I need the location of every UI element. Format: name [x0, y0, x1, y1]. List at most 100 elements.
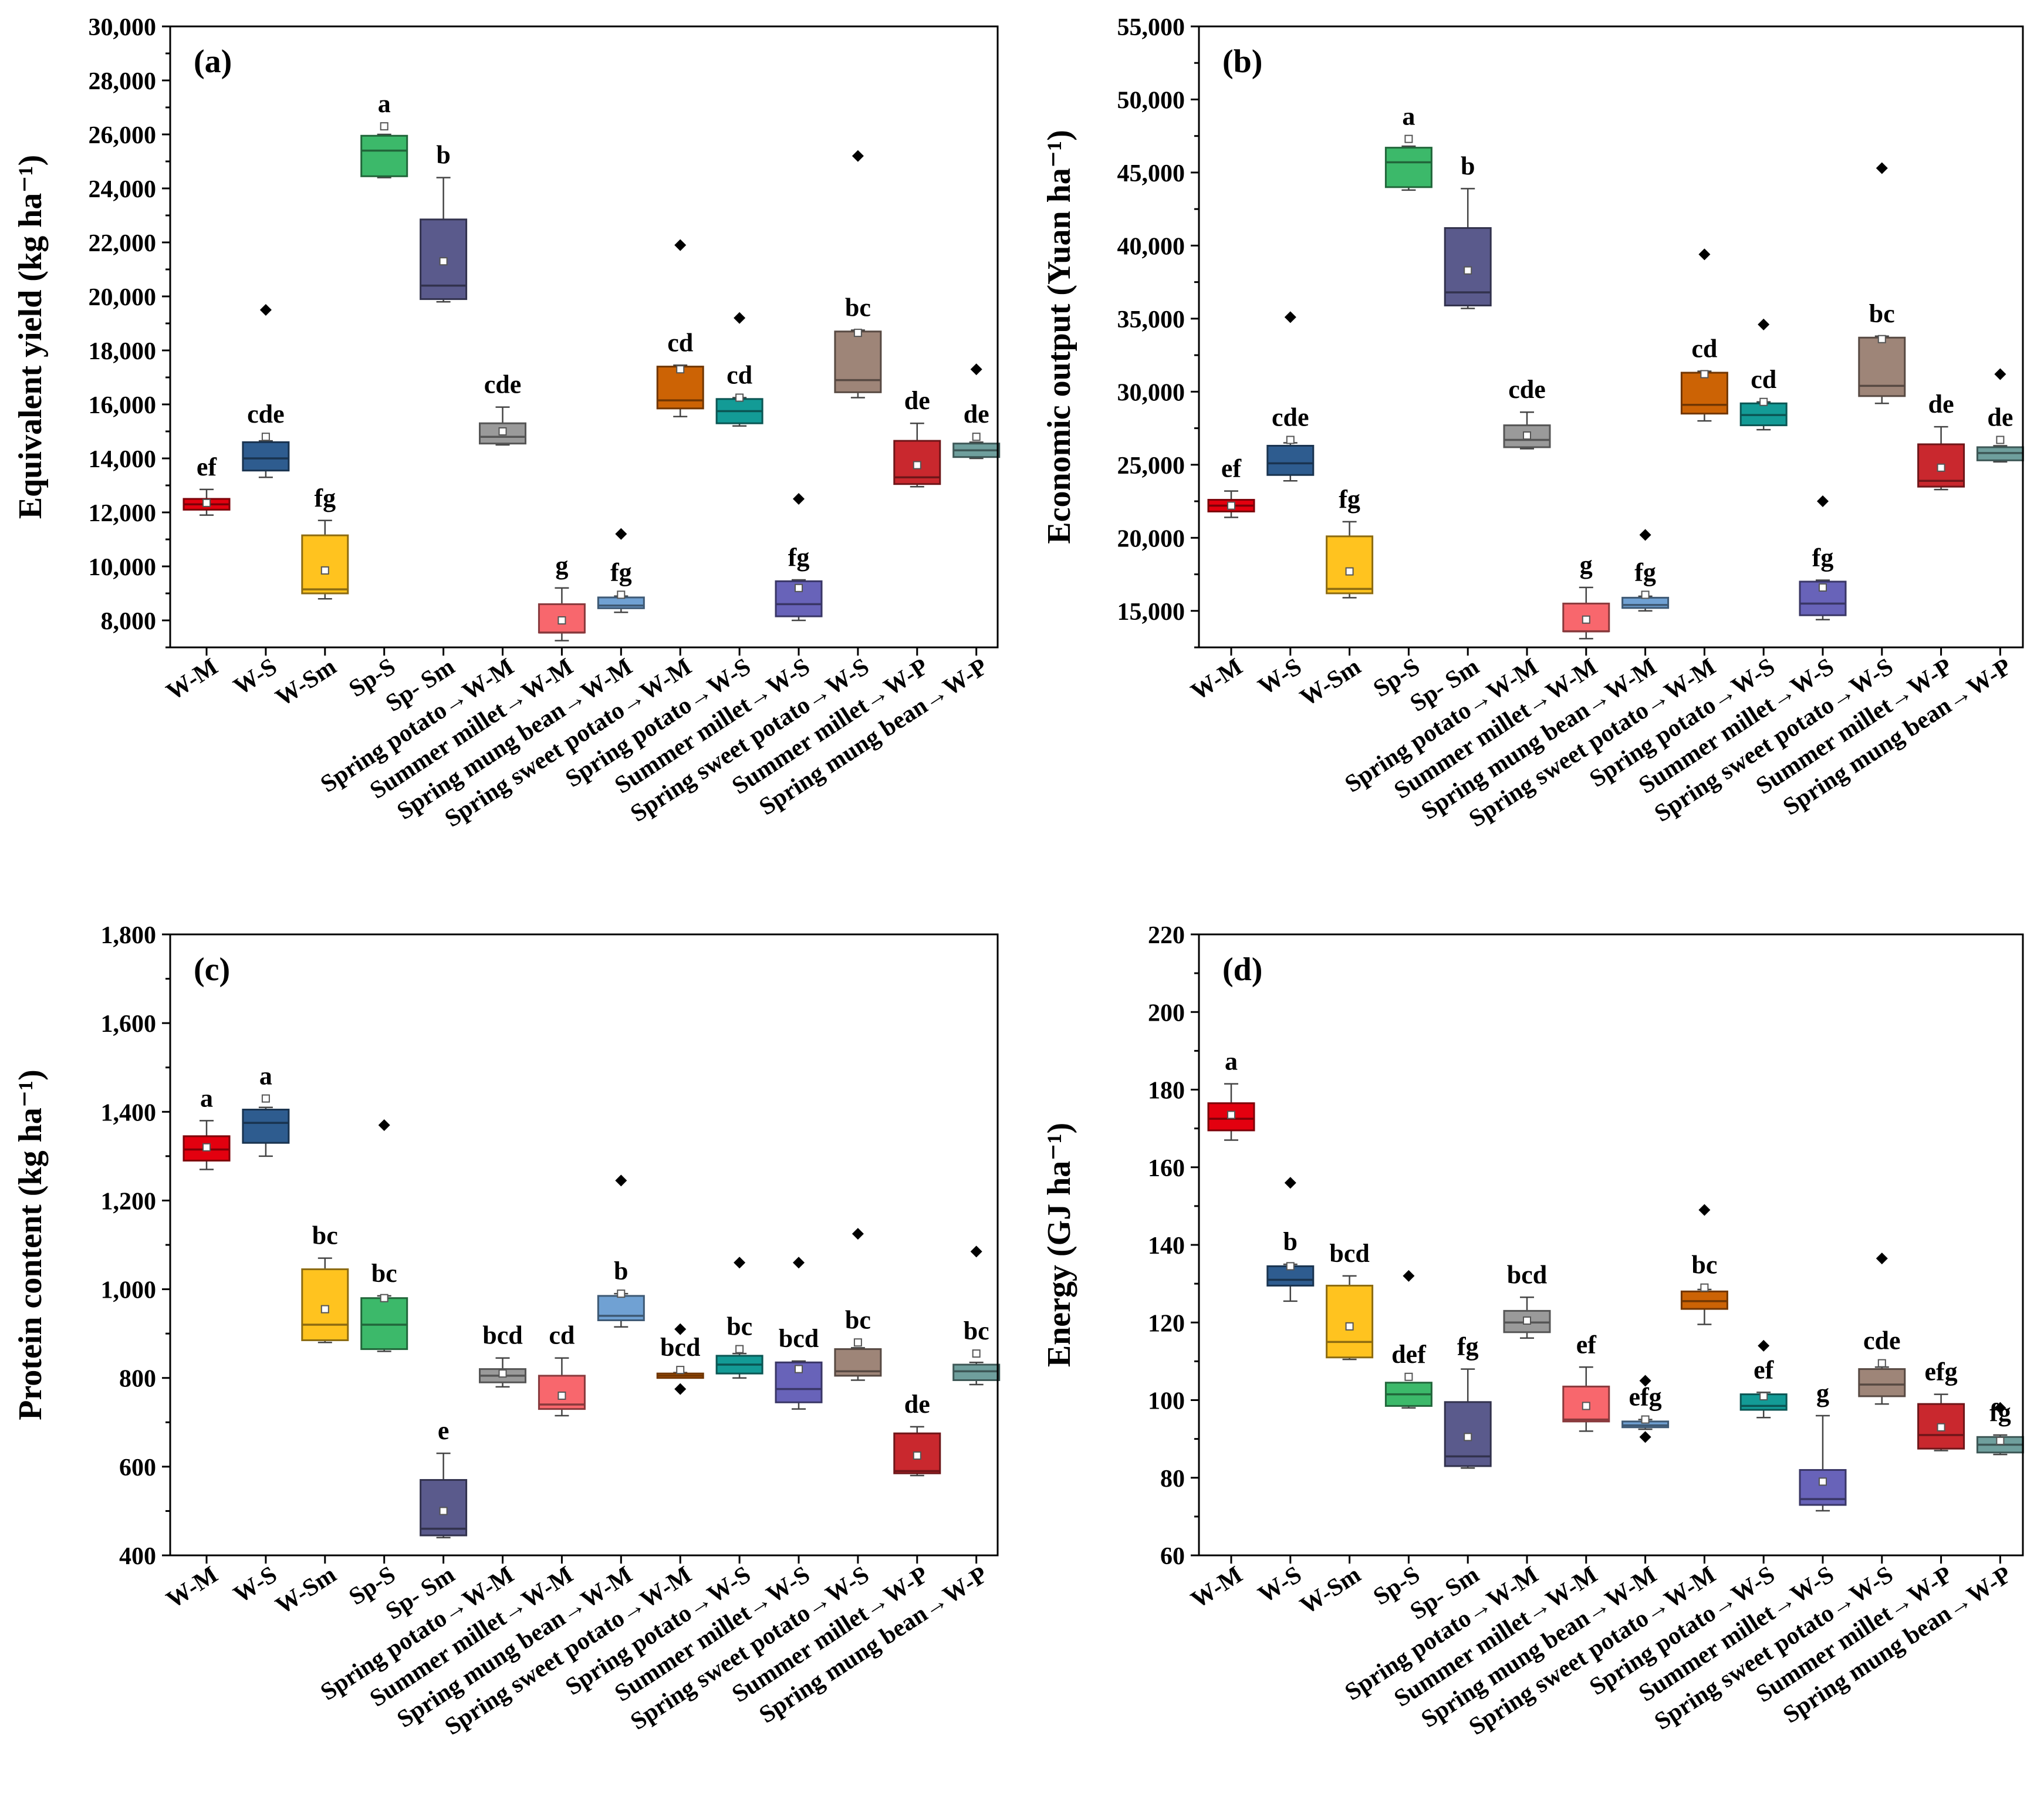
significance-letter: bc — [845, 293, 871, 322]
box-plot: fg — [1326, 485, 1374, 599]
box-plot: a — [183, 1083, 231, 1170]
mean-marker — [1345, 567, 1354, 576]
box-iqr — [242, 441, 290, 472]
outlier-point — [1284, 1177, 1296, 1189]
mean-marker — [1523, 431, 1531, 440]
box-plot: fg — [597, 528, 645, 613]
outlier-point — [734, 312, 746, 324]
x-category-label: W-Sm — [271, 1561, 342, 1620]
mean-marker — [617, 1289, 626, 1298]
box-plot: fg — [301, 484, 349, 600]
significance-letter: cde — [1508, 375, 1546, 404]
outlier-point — [378, 1119, 390, 1131]
mean-marker — [913, 461, 921, 470]
outlier-point — [1639, 1375, 1651, 1387]
significance-letter: e — [438, 1416, 450, 1445]
significance-letter: bc — [845, 1305, 871, 1334]
outlier-point — [1698, 248, 1711, 261]
significance-letter: cde — [1863, 1326, 1901, 1355]
y-tick-label: 400 — [119, 1543, 156, 1570]
mean-marker — [202, 498, 211, 507]
y-tick-label: 35,000 — [1117, 306, 1185, 333]
box-plot: de — [952, 363, 1001, 460]
significance-letter: fg — [314, 484, 336, 512]
box-plot: de — [893, 1390, 941, 1477]
mean-marker — [1582, 615, 1590, 624]
significance-letter: de — [1987, 403, 2013, 432]
box-plot: bc — [952, 1245, 1001, 1386]
plot-frame — [169, 933, 999, 1557]
y-tick-label: 140 — [1148, 1233, 1185, 1260]
mean-marker — [1700, 1283, 1709, 1292]
significance-letter: fg — [1634, 558, 1656, 586]
y-tick-label: 22,000 — [89, 230, 157, 257]
x-category-label: W-M — [1186, 1561, 1247, 1614]
box-plot: de — [893, 386, 941, 488]
mean-marker — [1700, 370, 1709, 379]
mean-marker — [261, 1094, 270, 1103]
box-iqr — [1858, 1368, 1906, 1397]
box-iqr — [360, 134, 408, 177]
significance-letter: cd — [667, 328, 693, 357]
box-plot: bcd — [656, 1323, 704, 1395]
significance-letter: g — [555, 551, 568, 580]
panel-label: (a) — [194, 43, 232, 80]
mean-marker — [1345, 1322, 1354, 1331]
significance-letter: fg — [1339, 485, 1360, 514]
mean-marker — [1523, 1316, 1531, 1325]
box-iqr — [952, 1363, 1001, 1381]
box-plot: bcd — [1503, 1260, 1551, 1339]
significance-letter: a — [1225, 1047, 1238, 1076]
plot-frame — [169, 25, 999, 649]
outlier-point — [793, 1257, 805, 1269]
mean-marker — [1464, 1433, 1472, 1441]
box-plot: bc — [301, 1221, 349, 1343]
box-plot: e — [420, 1416, 468, 1539]
box-plot: bc — [360, 1119, 408, 1352]
y-tick-label: 1,800 — [101, 922, 157, 949]
mean-marker — [735, 393, 744, 402]
outlier-point — [674, 1323, 687, 1335]
mean-marker — [202, 1143, 211, 1152]
y-tick-label: 26,000 — [89, 122, 157, 149]
significance-letter: b — [1461, 151, 1475, 180]
box-iqr — [1799, 580, 1847, 616]
box-plot: fg — [775, 493, 823, 622]
mean-marker — [913, 1451, 921, 1460]
box-plot: cde — [1266, 311, 1315, 482]
box-plot: cd — [715, 312, 763, 427]
mean-marker — [972, 433, 981, 441]
y-tick-label: 200 — [1148, 1000, 1185, 1027]
significance-letter: a — [378, 89, 391, 118]
x-category-label: W-M — [161, 1561, 222, 1614]
outlier-point — [1994, 368, 2006, 380]
mean-marker — [439, 1507, 448, 1515]
mean-marker — [1404, 134, 1413, 143]
significance-letter: cd — [1691, 335, 1717, 363]
box-plot: bcd — [775, 1257, 823, 1410]
outlier-point — [1994, 1402, 2006, 1414]
y-tick-label: 12,000 — [89, 500, 157, 527]
significance-letter: g — [1580, 551, 1593, 579]
box-plot: a — [1384, 102, 1433, 191]
x-category-label: W-Sm — [1295, 653, 1366, 712]
box-iqr — [242, 1109, 290, 1144]
mean-marker — [558, 616, 566, 624]
chart-panel: 15,000 20,000 25,000 30,000 35,000 40,000 45,0… — [1041, 14, 2024, 833]
outlier-point — [1639, 1431, 1651, 1443]
significance-letter: efg — [1925, 1358, 1958, 1386]
mean-marker — [972, 1349, 981, 1358]
significance-letter: cde — [247, 400, 285, 428]
mean-marker — [1641, 1415, 1650, 1424]
significance-letter: fg — [1812, 543, 1834, 572]
y-tick-label: 16,000 — [89, 392, 157, 419]
mean-marker — [320, 566, 329, 575]
outlier-point — [1817, 495, 1829, 508]
mean-marker — [261, 433, 270, 441]
box-iqr — [1621, 596, 1670, 609]
mean-marker — [676, 1366, 685, 1375]
significance-letter: g — [1816, 1379, 1829, 1407]
outlier-point — [615, 528, 627, 540]
mean-marker — [676, 365, 685, 374]
significance-letter: bc — [1869, 299, 1895, 328]
